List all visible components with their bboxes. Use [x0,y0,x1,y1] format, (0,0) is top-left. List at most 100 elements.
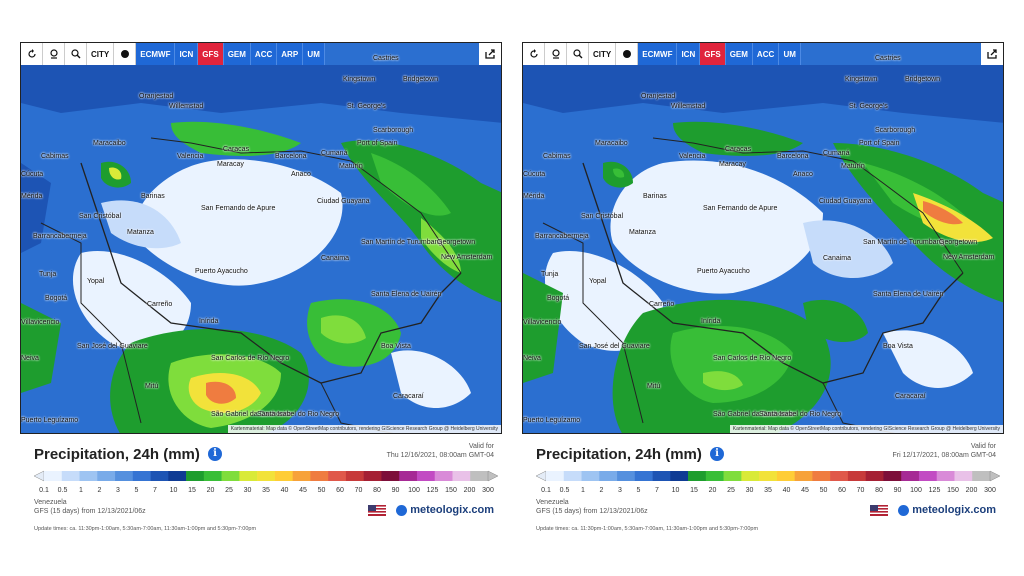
us-flag-icon[interactable] [870,504,889,516]
brand-name: meteologix.com [410,504,494,516]
place-label: Georgetown [437,239,476,246]
place-label: Bridgetown [403,76,439,83]
scale-swatch [363,471,382,481]
model-button-ecmwf[interactable]: ECMWF [638,43,678,65]
scale-swatch [830,471,849,481]
scale-tick-label: 3 [116,487,120,494]
zoom-icon[interactable] [567,43,589,65]
place-label: Boa Vista [883,343,913,350]
map-attribution: Kartenmaterial: Map data © OpenStreetMap… [729,425,1003,433]
place-label: Cabimas [41,153,69,160]
scale-tick-label: 100 [408,487,420,494]
model-button-icn[interactable]: ICN [677,43,701,65]
place-label: Maturín [339,163,363,170]
place-label: San José del Guaviare [77,343,148,350]
place-label: Castries [875,55,901,62]
place-label: Georgetown [939,239,978,246]
place-label: Maracay [217,161,244,168]
city-toggle-icon[interactable]: CITY [589,43,617,65]
info-icon[interactable]: i [208,447,222,461]
scale-swatch [688,471,707,481]
model-button-icn[interactable]: ICN [175,43,199,65]
place-label: Santa Elena de Uairén [873,291,944,298]
us-flag-icon[interactable] [368,504,387,516]
model-button-um[interactable]: UM [303,43,326,65]
scale-swatch [705,471,724,481]
dot-icon[interactable] [616,43,639,65]
scale-swatch [79,471,98,481]
info-icon[interactable]: i [710,447,724,461]
place-label: Maturín [841,163,865,170]
scale-swatch [901,471,920,481]
scale-tick-label: 90 [392,487,400,494]
place-label: Carreño [147,301,173,308]
model-button-acc[interactable]: ACC [250,43,278,65]
share-icon[interactable] [479,43,501,65]
scale-swatch [150,471,169,481]
location-pin-icon[interactable] [545,43,567,65]
scale-swatch [132,471,151,481]
forecast-meta: Venezuela GFS (15 days) from 12/13/2021/… [34,498,146,516]
model-button-acc[interactable]: ACC [752,43,780,65]
scale-tick-label: 7 [153,487,157,494]
place-label: Mérida [523,193,545,200]
scale-swatch [741,471,760,481]
scale-swatch [434,471,453,481]
place-label: Inírida [701,318,721,325]
scale-swatch [97,471,116,481]
meteologix-logo[interactable]: meteologix.com [396,504,494,516]
scale-swatch [759,471,778,481]
place-label: Puerto Leguízamo [21,417,79,424]
scale-swatch [186,471,205,481]
scale-tick-label: 7 [655,487,659,494]
brand: meteologix.com [368,504,494,516]
model-run-label: GFS (15 days) from 12/13/2021/06z [536,508,648,515]
scale-tick-label: 70 [857,487,865,494]
meteologix-logo[interactable]: meteologix.com [898,504,996,516]
precipitation-map[interactable]: CITY ECMWF ICN GFS GEM ACC ARP UM Castri… [20,42,502,434]
model-button-gem[interactable]: GEM [223,43,251,65]
scale-swatch [328,471,347,481]
place-label: Kingstown [845,76,878,83]
model-button-gfs[interactable]: GFS [700,43,726,65]
place-label: Bogotá [45,295,68,302]
scale-tick-label: 15 [690,487,698,494]
place-label: Port of Spain [357,140,398,147]
scale-swatch [670,471,689,481]
place-label: Boa Vista [381,343,411,350]
scale-swatch [44,471,63,481]
place-label: Bogotá [547,295,570,302]
place-label: San Fernando de Apure [703,205,778,212]
place-label: Oranjestad [139,93,174,100]
zoom-icon[interactable] [65,43,87,65]
dot-icon[interactable] [114,43,137,65]
scale-swatch [776,471,795,481]
scale-tick-label: 90 [894,487,902,494]
scale-tick-label: 5 [135,487,139,494]
scale-swatch [954,471,973,481]
refresh-icon[interactable] [523,43,545,65]
scale-swatch [168,471,187,481]
scale-tick-label: 200 [966,487,978,494]
refresh-icon[interactable] [21,43,43,65]
place-label: Neiva [21,355,39,362]
scale-tick-label: 125 [427,487,439,494]
model-button-gfs[interactable]: GFS [198,43,224,65]
scale-tick-label: 20 [207,487,215,494]
scale-swatch [274,471,293,481]
location-pin-icon[interactable] [43,43,65,65]
scale-tick-label: 10 [672,487,680,494]
place-label: Barrancabermeja [535,233,589,240]
scale-swatch [972,471,991,481]
valid-datetime: Thu 12/16/2021, 08:00am GMT-04 [386,452,494,459]
share-icon[interactable] [981,43,1003,65]
scale-swatch [546,471,565,481]
precipitation-map[interactable]: CITY ECMWF ICN GFS GEM ACC UM Castries K… [522,42,1004,434]
model-button-ecmwf[interactable]: ECMWF [136,43,176,65]
place-label: Maracaibo [595,140,628,147]
city-toggle-icon[interactable]: CITY [87,43,115,65]
model-button-um[interactable]: UM [779,43,802,65]
model-button-gem[interactable]: GEM [725,43,753,65]
valid-time: Valid for Fri 12/17/2021, 08:00am GMT-04 [893,442,997,460]
model-button-arp[interactable]: ARP [277,43,304,65]
